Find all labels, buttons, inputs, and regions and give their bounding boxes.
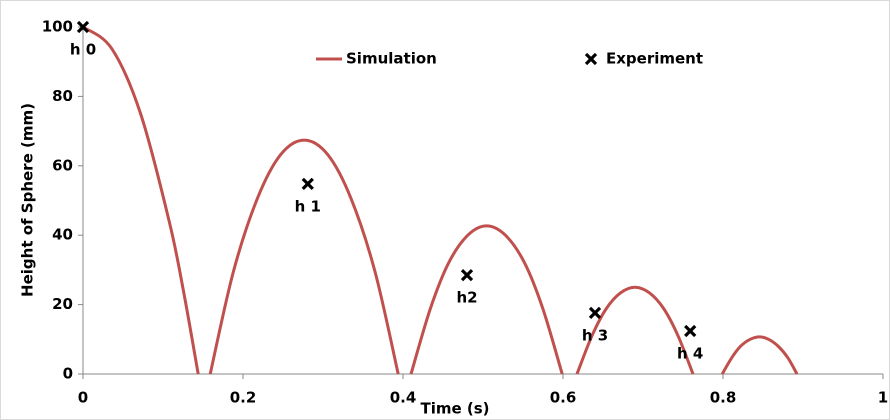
cross-stroke [584,52,598,66]
x-tick-label: 1 [878,389,888,407]
experiment-marker [301,177,314,190]
point-label: h 0 [70,41,96,59]
experiment-marker [460,268,474,282]
x-tick-label: 0.8 [710,389,737,407]
y-tick-label: 80 [52,87,73,105]
y-tick-label: 20 [52,295,73,313]
x-tick-label: 0.4 [390,389,417,407]
y-tick-label: 40 [52,226,73,244]
point-label: h 4 [677,344,703,362]
experiment-marker [76,20,90,34]
simulation-line [82,25,799,375]
x-axis-title: Time (s) [420,400,489,418]
x-tick-label: 0.6 [550,389,577,407]
cross-stroke [301,177,314,190]
x-tick-label: 0 [78,389,88,407]
point-label: h 1 [295,197,321,215]
y-tick-label: 60 [52,156,73,174]
legend-label: Experiment [606,50,703,68]
y-tick-label: 100 [42,18,73,36]
experiment-marker [684,324,697,338]
point-label: h 3 [582,326,608,344]
legend-label: Simulation [346,50,437,68]
y-axis-title: Height of Sphere (mm) [19,103,37,297]
experiment-marker [588,306,602,320]
cross-stroke [588,306,602,320]
y-tick-label: 0 [63,365,73,383]
x-tick-label: 0.2 [230,389,257,407]
cross-stroke [684,324,697,338]
point-label: h2 [456,289,477,307]
cross-stroke [460,268,474,282]
cross-stroke [76,20,90,34]
legend-swatch [584,52,598,66]
